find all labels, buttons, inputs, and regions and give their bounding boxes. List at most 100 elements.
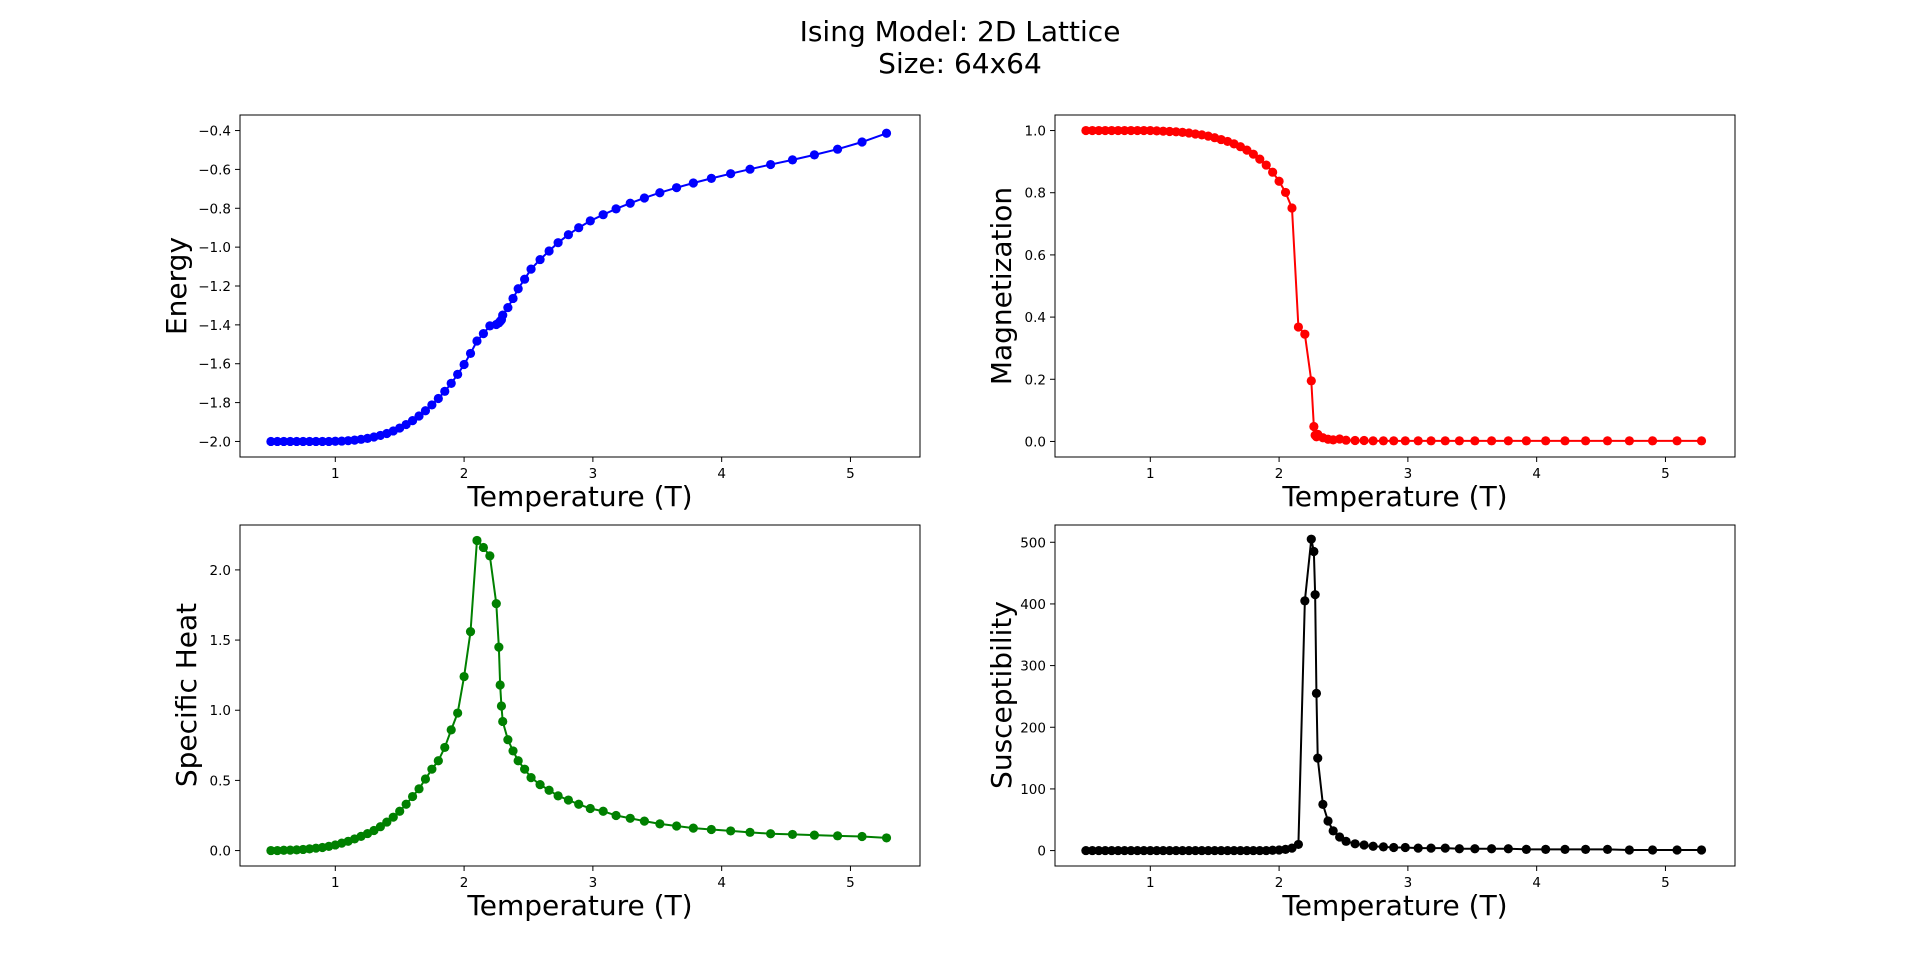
susceptibility-data-point <box>1426 843 1436 853</box>
susceptibility-data-point <box>1309 546 1319 557</box>
specific-heat-data-point <box>655 819 665 829</box>
susceptibility-data-point <box>1440 843 1450 853</box>
energy-ytick-label: −1.2 <box>198 279 231 295</box>
specific-heat-data-point <box>745 827 755 837</box>
energy-ytick-label: −1.6 <box>198 357 231 373</box>
specific-heat-data-point <box>726 826 736 836</box>
specific-heat-ytick-label: 0.0 <box>210 844 231 860</box>
susceptibility-data-point <box>1350 839 1360 849</box>
susceptibility-data-point <box>1087 845 1097 856</box>
susceptibility-data-point <box>1126 845 1136 856</box>
magnetization-chart: Temperature (T) Magnetization 1 2 3 4 5 0.0 0.… <box>985 114 1736 513</box>
magnetization-data-point <box>1541 436 1551 446</box>
specific-heat-data-point <box>574 799 584 809</box>
energy-xlabel: Temperature (T) <box>466 480 692 513</box>
susceptibility-data-point <box>1486 844 1497 854</box>
energy-data-point <box>574 223 584 233</box>
susceptibility-xtick-label: 3 <box>1404 875 1413 891</box>
energy-ytick-label: −0.4 <box>198 124 231 140</box>
energy-xtick-label: 3 <box>589 466 598 482</box>
susceptibility-data-point <box>1113 845 1123 856</box>
energy-data-point <box>513 284 523 294</box>
specific-heat-data-point <box>553 791 563 801</box>
susceptibility-data-point <box>1229 845 1239 856</box>
energy-data-point <box>745 164 755 174</box>
magnetization-data-point <box>1139 125 1149 136</box>
energy-data-point <box>832 144 843 154</box>
magnetization-data-point <box>1107 125 1117 136</box>
susceptibility-ytick-label: 100 <box>1020 782 1046 798</box>
magnetization-data-point <box>1087 125 1097 136</box>
susceptibility-ytick-label: 500 <box>1020 535 1046 551</box>
magnetization-ytick-label: 0.0 <box>1025 434 1046 450</box>
magnetization-data-point <box>1503 436 1513 446</box>
energy-data-point <box>508 293 518 304</box>
specific-heat-data-point <box>491 598 501 609</box>
susceptibility-data-point <box>1378 842 1389 852</box>
energy-data-point <box>433 393 443 404</box>
magnetization-data-point <box>1602 436 1613 446</box>
energy-data-point <box>503 302 513 313</box>
magnetization-data-point <box>1413 436 1423 446</box>
energy-data-point <box>459 359 469 370</box>
specific-heat-data-point <box>453 708 463 718</box>
susceptibility-ylabel: Susceptibility <box>985 601 1018 789</box>
susceptibility-ytick-label: 0 <box>1037 844 1046 860</box>
specific-heat-data-point <box>382 817 392 827</box>
energy-data-point <box>317 436 328 447</box>
specific-heat-ytick-label: 2.0 <box>210 563 231 579</box>
energy-plot-frame <box>239 114 921 458</box>
specific-heat-data-point <box>496 701 507 711</box>
susceptibility-data-point <box>1158 845 1168 856</box>
energy-data-point <box>655 188 665 198</box>
energy-data-point <box>706 173 716 183</box>
susceptibility-data-point <box>1184 845 1194 856</box>
energy-data-point <box>598 210 608 220</box>
magnetization-data-point <box>1268 167 1278 177</box>
energy-data-point <box>526 264 536 274</box>
magnetization-data-point <box>1287 203 1297 213</box>
specific-heat-data-point <box>508 746 518 756</box>
specific-heat-data-point <box>272 845 282 856</box>
magnetization-data-point <box>1672 436 1682 446</box>
susceptibility-data-point <box>1335 832 1345 842</box>
energy-data-point <box>625 198 635 208</box>
magnetization-data-point <box>1400 436 1410 446</box>
energy-data-point <box>472 336 482 346</box>
specific-heat-ytick-label: 1.0 <box>210 703 231 719</box>
susceptibility-data-point <box>1100 845 1110 856</box>
susceptibility-data-point <box>1255 845 1265 856</box>
magnetization-data-point <box>1341 435 1351 445</box>
susceptibility-data-point <box>1323 816 1333 826</box>
susceptibility-data-point <box>1293 839 1304 850</box>
magnetization-plot-frame <box>1054 114 1736 458</box>
specific-heat-ytick-label: 0.5 <box>210 773 231 789</box>
energy-data-point <box>465 348 476 359</box>
energy-data-point <box>440 386 450 396</box>
energy-data-point <box>563 230 574 240</box>
magnetization-data-point <box>1255 154 1265 164</box>
susceptibility-data-point <box>1389 842 1399 853</box>
magnetization-data-point <box>1261 160 1271 170</box>
energy-data-point <box>881 128 892 138</box>
magnetization-data-point <box>1248 149 1258 159</box>
susceptibility-data-point <box>1248 845 1258 856</box>
susceptibility-data-point <box>1624 845 1634 855</box>
magnetization-data-point <box>1126 125 1136 136</box>
magnetization-data-point <box>1293 322 1304 332</box>
energy-data-point <box>453 369 463 380</box>
specific-heat-chart: Temperature (T) Specific Heat 1 2 3 4 5 0.0 0.… <box>170 524 921 922</box>
specific-heat-xtick-label: 2 <box>460 875 469 891</box>
susceptibility-data-point <box>1222 845 1233 856</box>
specific-heat-data-point <box>266 845 276 856</box>
energy-ytick-label: −2.0 <box>198 434 231 450</box>
energy-data-point <box>857 137 867 147</box>
specific-heat-data-point <box>809 830 819 840</box>
specific-heat-data-point <box>585 803 595 814</box>
susceptibility-xtick-label: 5 <box>1661 875 1670 891</box>
specific-heat-data-point <box>465 627 476 637</box>
specific-heat-data-point <box>526 772 536 783</box>
magnetization-data-point <box>1280 187 1291 198</box>
energy-xtick-label: 2 <box>460 466 469 482</box>
